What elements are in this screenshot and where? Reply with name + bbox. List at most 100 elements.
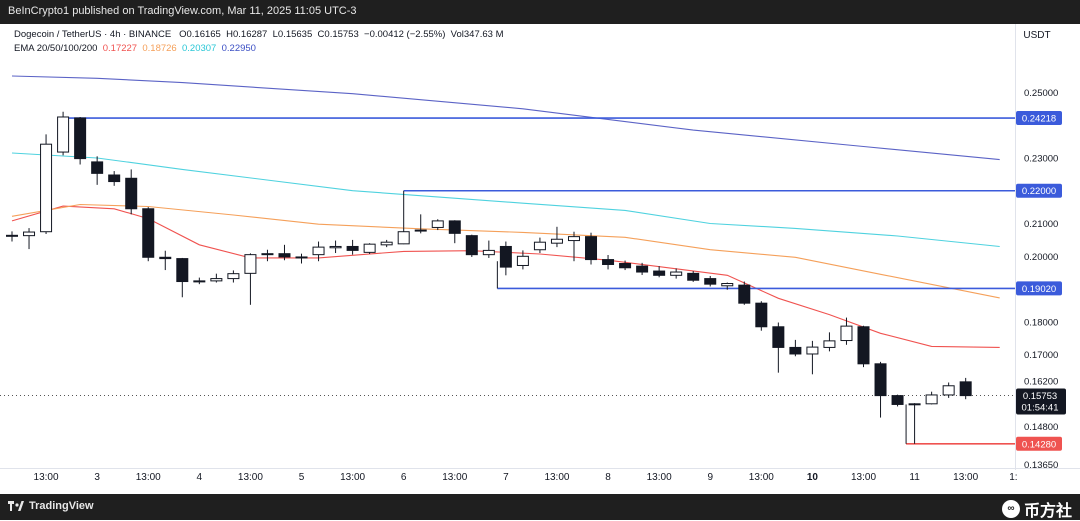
time-tick-label: 11 [909,472,920,483]
watermark-icon: ∞ [1001,500,1020,518]
candle-up [908,403,921,406]
candle-down [142,208,155,258]
last-price-label: 0.15753 [1023,391,1057,402]
currency-label: USDT [1023,30,1050,41]
price-tick-label: 0.23000 [1024,153,1058,164]
time-tick-label: 13:00 [442,472,467,483]
candle-up [227,273,240,280]
candle-down [108,174,121,183]
candle-up [482,249,495,256]
candle-up [210,278,223,282]
candle-down [636,265,649,273]
candle-up [23,231,36,237]
candle-down [448,220,461,234]
time-tick-label: 6 [401,472,407,483]
candle-up [516,255,529,266]
candle-down [772,326,785,348]
candle-down [738,284,751,304]
high-label: H [226,29,233,40]
price-tick-label: 0.25000 [1024,88,1058,99]
time-tick-label: 5 [299,472,305,483]
candle-up [806,346,819,355]
level-price-label: 0.14280 [1022,439,1056,450]
candle-up [57,116,70,153]
candle-down [857,326,870,365]
time-tick-label: 7 [503,472,509,483]
candle-down [619,263,632,269]
candle-up [550,238,563,244]
candle-up [380,241,393,246]
candle-down [346,245,359,251]
level-price-label: 0.24218 [1022,114,1056,125]
candle-down [91,161,104,174]
price-tick-label: 0.17000 [1024,350,1058,361]
price-tick-label: 0.14800 [1024,422,1058,433]
candle-up [567,236,580,242]
publish-bar: BeInCrypto1 published on TradingView.com… [0,0,1080,24]
ema-line [11,152,1000,248]
time-tick-label: 10 [807,472,819,483]
candle-down [6,234,18,237]
watermark-text: 币方社 [1023,503,1072,520]
time-tick-label: 3 [94,472,100,483]
candle-down [959,381,972,397]
publish-line: BeInCrypto1 published on TradingView.com… [8,5,357,17]
candle-down [295,256,308,259]
time-tick-label: 13:00 [136,472,161,483]
time-tick-label: 8 [605,472,611,483]
open-label: O [179,29,187,40]
last-price-tag [1016,388,1066,415]
level-price-label: 0.22000 [1022,186,1056,197]
tradingview-brand: TradingView [29,500,94,512]
candle-up [193,280,206,283]
candle-up [414,229,427,232]
candle-up [840,325,853,342]
candle-down [585,236,598,261]
tradingview-mark-icon [8,500,24,511]
candle-up [942,385,955,396]
candle-up [363,243,376,253]
price-chart[interactable]: USDT 0.25000 0.23000 0.21000 0.20000 0.18000 0… [0,24,1080,494]
candle-down [891,395,904,405]
open-value: 0.16165 [186,29,221,40]
candle-down [261,253,274,256]
time-tick-label: 4 [197,472,203,483]
candle-down [159,256,172,260]
watermark: ∞ 币方社 [1001,497,1072,521]
volume-value: 347.63 M [463,29,504,40]
candle-down [602,259,615,265]
time-tick-label: 1: [1009,472,1017,483]
candle-up [40,143,53,233]
ohlc-legend: Dogecoin / TetherUS · 4h · BINANCE O0.16… [14,29,504,40]
time-tick-label: 13:00 [749,472,774,483]
candle-up [823,340,836,348]
ema200-value: 0.22950 [221,43,256,54]
footer-bar: TradingView ∞ 币方社 [0,494,1080,520]
ema-legend: EMA 20/50/100/200 0.17227 0.18726 0.2030… [14,43,256,54]
price-tick-label: 0.13650 [1024,460,1058,471]
candle-down [789,346,802,355]
candle-down [176,258,189,283]
candle-down [278,253,291,258]
time-tick-label: 13:00 [851,472,876,483]
level-price-label: 0.19020 [1022,284,1056,295]
time-tick-label: 9 [707,472,713,483]
candle-up [397,231,410,245]
ema-label: EMA 20/50/100/200 [14,43,98,54]
level-price-tag [1016,281,1062,296]
ema50-value: 0.18726 [142,43,177,54]
price-tick-label: 0.20000 [1024,252,1058,263]
tradingview-logo[interactable]: TradingView [8,500,94,512]
candle-up [721,283,734,287]
level-price-tag [1016,436,1062,451]
price-tick-label: 0.18000 [1024,317,1058,328]
low-value: 0.15635 [277,29,313,40]
close-value: 0.15753 [324,29,359,40]
level-price-tag [1016,183,1062,198]
change-value: −0.00412 (−2.55%) [364,29,446,40]
candle-up [329,245,342,249]
candle-up [244,254,257,274]
ema-line [11,75,1000,161]
candle-down [874,363,887,397]
time-tick-label: 13:00 [544,472,569,483]
